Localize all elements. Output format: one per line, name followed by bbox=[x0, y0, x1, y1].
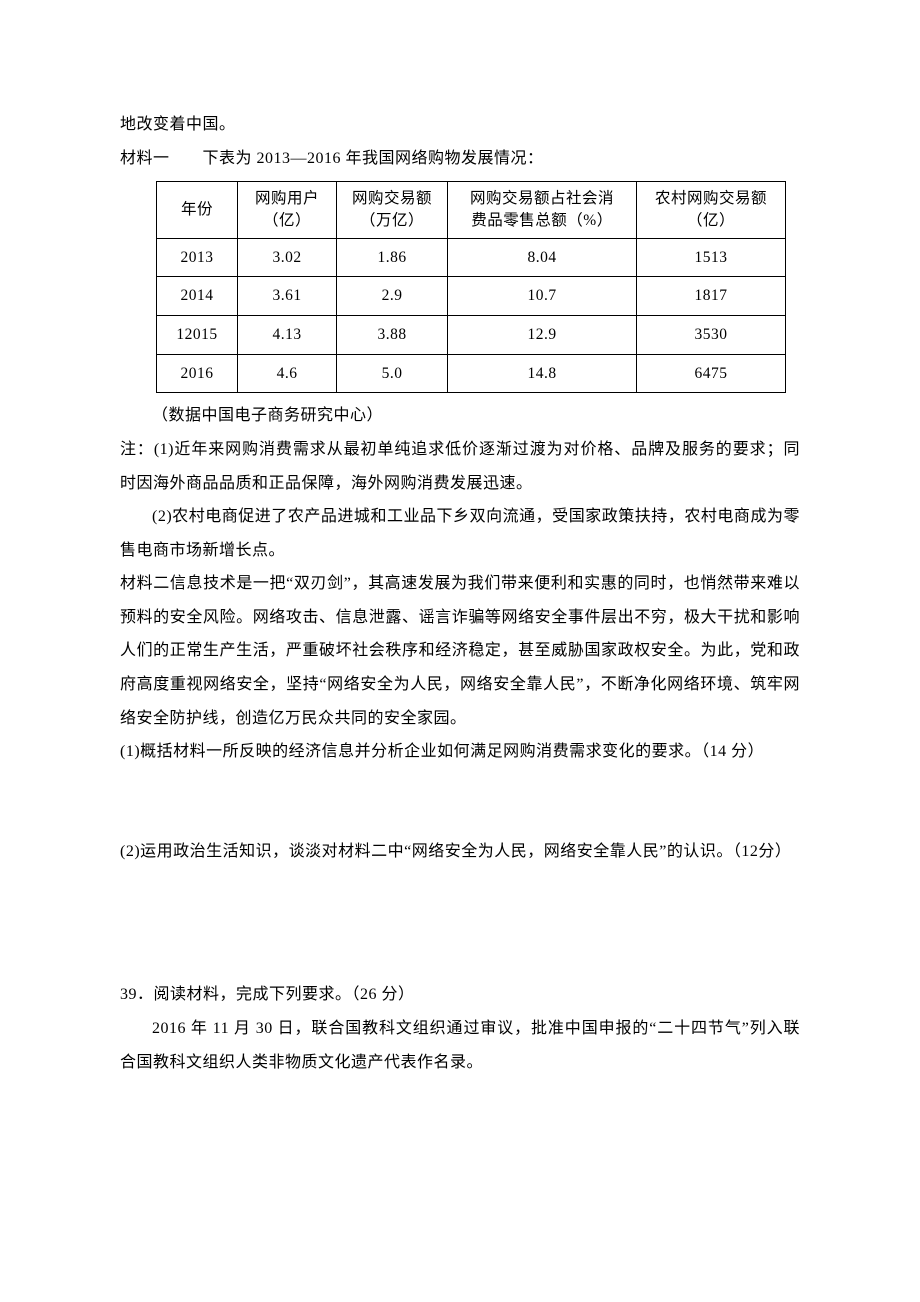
cell-vol: 5.0 bbox=[337, 354, 448, 393]
cell-year: 12015 bbox=[157, 315, 238, 354]
cell-users: 3.61 bbox=[238, 277, 337, 316]
cell-year: 2013 bbox=[157, 238, 238, 277]
cell-rural: 6475 bbox=[637, 354, 786, 393]
question-1: (1)概括材料一所反映的经济信息并分析企业如何满足网购消费需求变化的要求。（14… bbox=[120, 735, 800, 769]
cell-users: 3.02 bbox=[238, 238, 337, 277]
table-row: 12015 4.13 3.88 12.9 3530 bbox=[157, 315, 786, 354]
header-text: 年份 bbox=[181, 201, 213, 218]
table-row: 2016 4.6 5.0 14.8 6475 bbox=[157, 354, 786, 393]
header-text: 网购交易额占社会消 bbox=[470, 190, 614, 207]
col-header-rural: 农村网购交易额 （亿） bbox=[637, 182, 786, 238]
question-39-body: 2016 年 11 月 30 日，联合国教科文组织通过审议，批准中国申报的“二十… bbox=[120, 1012, 800, 1079]
header-text: 网购交易额 bbox=[352, 190, 432, 207]
document-page: 地改变着中国。 材料一 下表为 2013—2016 年我国网络购物发展情况： 年… bbox=[0, 0, 920, 1302]
cell-pct: 12.9 bbox=[448, 315, 637, 354]
cell-rural: 1817 bbox=[637, 277, 786, 316]
header-unit: 费品零售总额（%） bbox=[471, 212, 612, 229]
header-text: 网购用户 bbox=[255, 190, 319, 207]
cell-vol: 3.88 bbox=[337, 315, 448, 354]
cell-year: 2014 bbox=[157, 277, 238, 316]
col-header-percentage: 网购交易额占社会消 费品零售总额（%） bbox=[448, 182, 637, 238]
cell-year: 2016 bbox=[157, 354, 238, 393]
cell-pct: 14.8 bbox=[448, 354, 637, 393]
cell-users: 4.13 bbox=[238, 315, 337, 354]
body-text-continuation: 地改变着中国。 bbox=[120, 108, 800, 142]
question-39-stem: 39．阅读材料，完成下列要求。（26 分） bbox=[120, 978, 800, 1012]
cell-rural: 1513 bbox=[637, 238, 786, 277]
cell-users: 4.6 bbox=[238, 354, 337, 393]
col-header-volume: 网购交易额 （万亿） bbox=[337, 182, 448, 238]
answer-space bbox=[120, 868, 800, 978]
col-header-year: 年份 bbox=[157, 182, 238, 238]
answer-space bbox=[120, 769, 800, 835]
header-text: 农村网购交易额 bbox=[655, 190, 767, 207]
cell-rural: 3530 bbox=[637, 315, 786, 354]
material-one-intro: 材料一 下表为 2013—2016 年我国网络购物发展情况： bbox=[120, 142, 800, 176]
cell-pct: 8.04 bbox=[448, 238, 637, 277]
cell-vol: 2.9 bbox=[337, 277, 448, 316]
table-row: 2014 3.61 2.9 10.7 1817 bbox=[157, 277, 786, 316]
shopping-table: 年份 网购用户 （亿） 网购交易额 （万亿） 网购交易额占社会消 费品零售总额（… bbox=[156, 181, 786, 393]
header-unit: （亿） bbox=[263, 212, 311, 229]
table-row: 2013 3.02 1.86 8.04 1513 bbox=[157, 238, 786, 277]
header-unit: （万亿） bbox=[360, 212, 424, 229]
cell-pct: 10.7 bbox=[448, 277, 637, 316]
note-2: (2)农村电商促进了农产品进城和工业品下乡双向流通，受国家政策扶持，农村电商成为… bbox=[120, 500, 800, 567]
table-header-row: 年份 网购用户 （亿） 网购交易额 （万亿） 网购交易额占社会消 费品零售总额（… bbox=[157, 182, 786, 238]
cell-vol: 1.86 bbox=[337, 238, 448, 277]
material-two: 材料二信息技术是一把“双刃剑”，其高速发展为我们带来便利和实惠的同时，也悄然带来… bbox=[120, 567, 800, 735]
table-source: （数据中国电子商务研究中心） bbox=[120, 399, 800, 433]
col-header-users: 网购用户 （亿） bbox=[238, 182, 337, 238]
question-2: (2)运用政治生活知识，谈淡对材料二中“网络安全为人民，网络安全靠人民”的认识。… bbox=[120, 835, 800, 869]
header-unit: （亿） bbox=[687, 212, 735, 229]
note-1: 注：(1)近年来网购消费需求从最初单纯追求低价逐渐过渡为对价格、品牌及服务的要求… bbox=[120, 433, 800, 500]
